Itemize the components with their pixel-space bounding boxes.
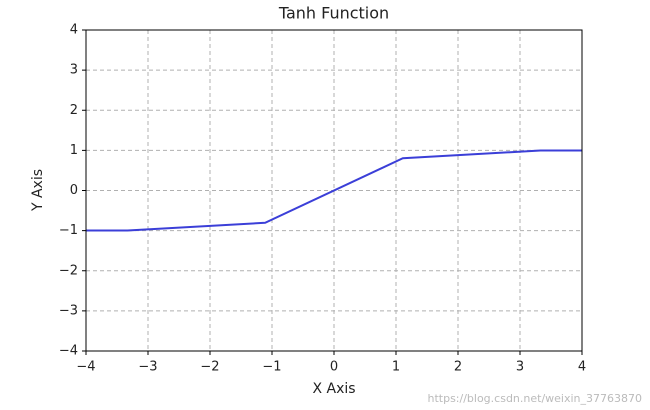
x-tick-label: 1: [392, 360, 400, 375]
x-axis-label: X Axis: [312, 381, 355, 397]
y-tick-label: 3: [70, 63, 78, 78]
y-tick-label: 4: [70, 23, 78, 38]
x-tick-label: −1: [262, 360, 281, 375]
line: [86, 149, 582, 232]
x-tick-label: −3: [138, 360, 157, 375]
watermark: https://blog.csdn.net/weixin_37763870: [427, 392, 642, 405]
x-tick-label: 4: [578, 360, 586, 375]
x-tick-label: 2: [454, 360, 462, 375]
x-tick-label: 3: [516, 360, 524, 375]
x-tick-label: −4: [76, 360, 95, 375]
x-tick-label: −2: [200, 360, 219, 375]
y-tick-label: −4: [59, 344, 78, 359]
plot-frame: [85, 29, 583, 352]
y-tick-label: 2: [70, 103, 78, 118]
series: [86, 149, 582, 232]
y-tick-label: −3: [59, 303, 78, 318]
y-tick-label: 0: [70, 183, 78, 198]
x-tick-label: 0: [330, 360, 338, 375]
chart-title: Tanh Function: [278, 4, 389, 23]
y-axis-label: Y Axis: [30, 169, 46, 212]
y-tick-label: −2: [59, 263, 78, 278]
y-tick-label: −1: [59, 223, 78, 238]
y-tick-label: 1: [70, 143, 78, 158]
